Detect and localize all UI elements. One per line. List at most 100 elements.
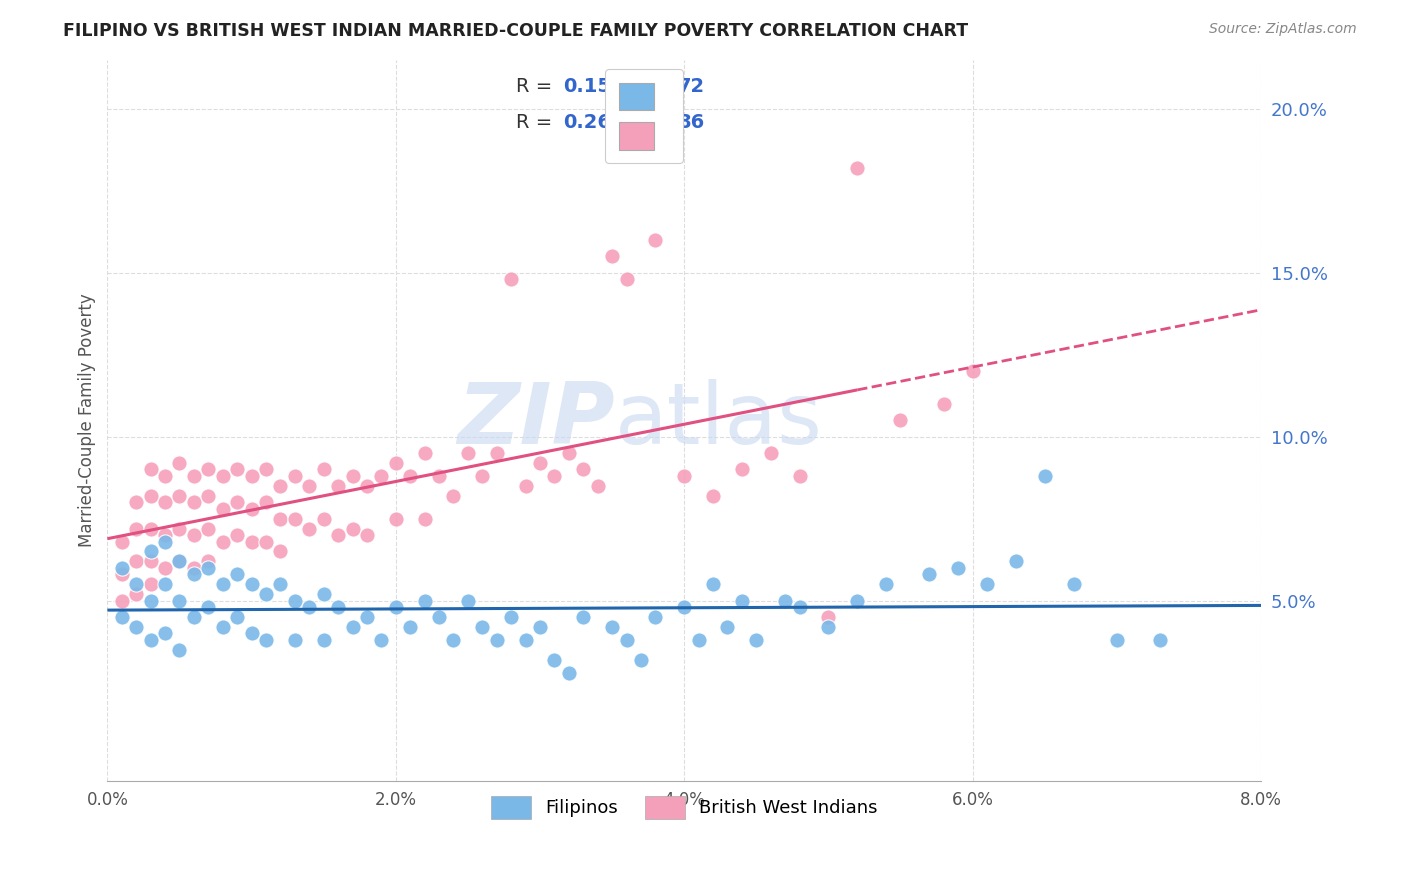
- Text: ZIP: ZIP: [457, 379, 614, 462]
- Point: [312, 587, 335, 601]
- Point: [169, 489, 191, 503]
- Point: [298, 600, 321, 615]
- Point: [169, 643, 191, 657]
- Point: [125, 587, 148, 601]
- Point: [1005, 554, 1028, 568]
- Point: [384, 600, 406, 615]
- Point: [153, 534, 176, 549]
- Point: [139, 489, 162, 503]
- Point: [139, 462, 162, 476]
- Point: [211, 501, 233, 516]
- Text: N =: N =: [627, 77, 682, 95]
- Point: [197, 489, 219, 503]
- Point: [240, 501, 263, 516]
- Point: [240, 469, 263, 483]
- Text: 0.264: 0.264: [562, 113, 624, 132]
- Text: FILIPINO VS BRITISH WEST INDIAN MARRIED-COUPLE FAMILY POVERTY CORRELATION CHART: FILIPINO VS BRITISH WEST INDIAN MARRIED-…: [63, 22, 969, 40]
- Point: [211, 620, 233, 634]
- Point: [240, 534, 263, 549]
- Point: [515, 479, 537, 493]
- Point: [254, 534, 277, 549]
- Point: [558, 665, 581, 680]
- Point: [515, 632, 537, 647]
- Point: [399, 620, 422, 634]
- Point: [240, 577, 263, 591]
- Point: [125, 495, 148, 509]
- Point: [226, 495, 249, 509]
- Point: [1105, 632, 1128, 647]
- Point: [197, 561, 219, 575]
- Point: [745, 632, 768, 647]
- Point: [501, 272, 523, 286]
- Point: [356, 610, 378, 624]
- Point: [326, 479, 349, 493]
- Point: [976, 577, 998, 591]
- Point: [889, 413, 911, 427]
- Text: atlas: atlas: [614, 379, 823, 462]
- Point: [644, 233, 666, 247]
- Point: [457, 593, 479, 607]
- Y-axis label: Married-Couple Family Poverty: Married-Couple Family Poverty: [79, 293, 96, 547]
- Point: [616, 632, 638, 647]
- Point: [240, 626, 263, 640]
- Point: [183, 561, 205, 575]
- Legend: Filipinos, British West Indians: Filipinos, British West Indians: [484, 789, 884, 826]
- Point: [139, 544, 162, 558]
- Point: [139, 577, 162, 591]
- Point: [457, 446, 479, 460]
- Point: [226, 610, 249, 624]
- Point: [702, 577, 724, 591]
- Point: [226, 462, 249, 476]
- Point: [111, 610, 134, 624]
- Point: [501, 610, 523, 624]
- Point: [789, 469, 811, 483]
- Point: [572, 610, 595, 624]
- Point: [529, 620, 551, 634]
- Point: [817, 610, 839, 624]
- Point: [342, 521, 364, 535]
- Point: [226, 528, 249, 542]
- Point: [918, 567, 941, 582]
- Point: [169, 456, 191, 470]
- Point: [254, 462, 277, 476]
- Point: [111, 534, 134, 549]
- Point: [1033, 469, 1056, 483]
- Text: 86: 86: [678, 113, 704, 132]
- Point: [600, 249, 623, 263]
- Point: [370, 632, 392, 647]
- Point: [153, 626, 176, 640]
- Point: [443, 489, 465, 503]
- Point: [946, 561, 969, 575]
- Point: [153, 528, 176, 542]
- Point: [153, 561, 176, 575]
- Point: [586, 479, 609, 493]
- Point: [111, 567, 134, 582]
- Point: [716, 620, 738, 634]
- Point: [211, 469, 233, 483]
- Text: Source: ZipAtlas.com: Source: ZipAtlas.com: [1209, 22, 1357, 37]
- Point: [284, 469, 307, 483]
- Point: [298, 521, 321, 535]
- Point: [731, 593, 754, 607]
- Point: [789, 600, 811, 615]
- Point: [197, 600, 219, 615]
- Point: [326, 528, 349, 542]
- Point: [644, 610, 666, 624]
- Text: R =: R =: [516, 77, 558, 95]
- Point: [211, 577, 233, 591]
- Point: [197, 462, 219, 476]
- Point: [111, 593, 134, 607]
- Point: [846, 593, 869, 607]
- Point: [284, 632, 307, 647]
- Point: [630, 653, 652, 667]
- Point: [616, 272, 638, 286]
- Point: [600, 620, 623, 634]
- Point: [413, 593, 436, 607]
- Point: [169, 554, 191, 568]
- Point: [673, 469, 696, 483]
- Point: [572, 462, 595, 476]
- Point: [153, 495, 176, 509]
- Point: [384, 511, 406, 525]
- Point: [125, 620, 148, 634]
- Text: R =: R =: [516, 113, 558, 132]
